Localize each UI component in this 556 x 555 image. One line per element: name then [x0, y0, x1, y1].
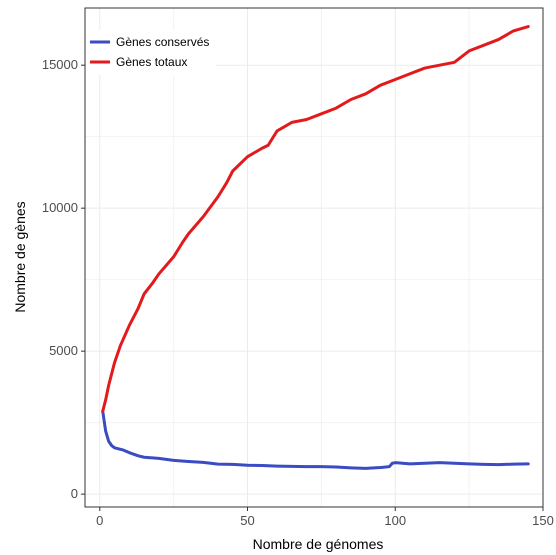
- y-tick-label: 15000: [42, 57, 78, 72]
- series-lines: [101, 25, 530, 470]
- series-line-genes-conserves: [101, 409, 530, 470]
- series-line-genes-totaux: [101, 25, 530, 413]
- y-tick-label: 5000: [49, 343, 78, 358]
- legend-box: [86, 30, 216, 75]
- x-tick-label: 150: [532, 513, 554, 528]
- legend-label-genes-conserves: Gènes conservés: [116, 35, 209, 49]
- legend: Gènes conservés Gènes totaux: [86, 30, 216, 75]
- y-axis: 0 5000 10000 15000: [42, 57, 85, 501]
- x-axis: 0 50 100 150: [96, 507, 554, 528]
- y-tick-label: 0: [71, 486, 78, 501]
- plot-background: [85, 8, 543, 507]
- plot-border: [84, 7, 544, 508]
- legend-label-genes-totaux: Gènes totaux: [116, 55, 187, 69]
- x-tick-label: 50: [240, 513, 254, 528]
- minor-gridlines: [85, 8, 543, 507]
- y-axis-title: Nombre de gènes: [12, 201, 28, 312]
- x-axis-title: Nombre de génomes: [253, 536, 384, 552]
- x-tick-label: 0: [96, 513, 103, 528]
- y-tick-label: 10000: [42, 200, 78, 215]
- x-tick-label: 100: [384, 513, 406, 528]
